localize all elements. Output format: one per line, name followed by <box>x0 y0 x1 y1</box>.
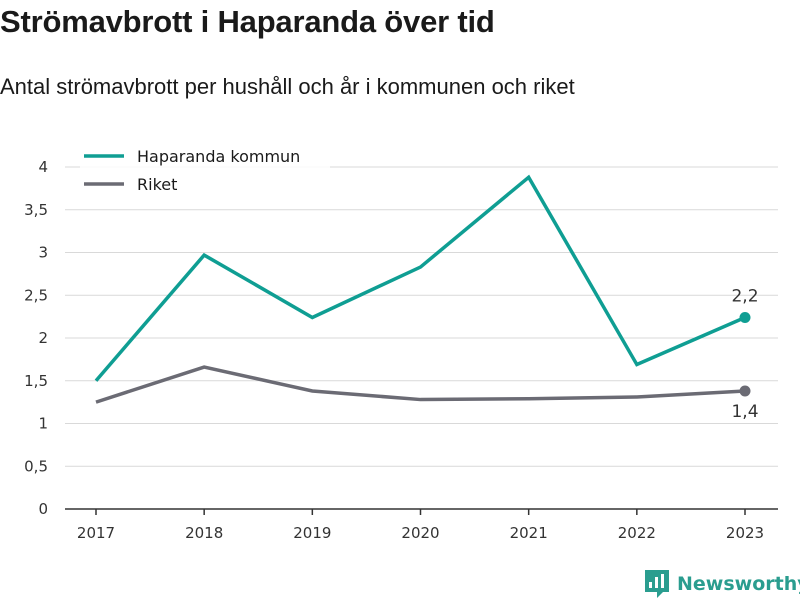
data-label: 2,2 <box>731 286 758 306</box>
y-tick-label: 2,5 <box>24 286 48 304</box>
y-tick-label: 3,5 <box>24 201 48 219</box>
grid-lines <box>65 166 778 467</box>
y-tick-label: 1,5 <box>24 372 48 390</box>
newsworthy-logo-icon <box>645 570 669 598</box>
y-tick-label: 0 <box>38 500 48 518</box>
end-point-riket <box>739 385 751 397</box>
data-labels: 2,2 1,4 <box>731 286 758 422</box>
brand-logo: Newsworthy <box>644 568 800 600</box>
legend-label: Haparanda kommun <box>137 147 300 166</box>
x-tick-label: 2023 <box>726 524 764 542</box>
y-tick-label: 3 <box>38 244 48 262</box>
series-line-riket <box>95 365 746 404</box>
series-lines <box>94 174 751 404</box>
x-tick-label: 2021 <box>510 524 548 542</box>
x-tick-label: 2022 <box>618 524 656 542</box>
y-tick-label: 2 <box>38 329 48 347</box>
y-axis-ticks: 0 0,5 1 1,5 2 2,5 3 3,5 4 <box>24 158 48 518</box>
y-tick-label: 4 <box>38 158 48 176</box>
chart-subtitle: Antal strömavbrott per hushåll och år i … <box>0 74 575 99</box>
legend-label: Riket <box>137 175 177 194</box>
series-line-haparanda <box>94 174 746 382</box>
chart-title: Strömavbrott i Haparanda över tid <box>0 4 495 39</box>
x-tick-label: 2019 <box>293 524 331 542</box>
x-tick-label: 2020 <box>401 524 439 542</box>
y-tick-label: 1 <box>38 415 48 433</box>
x-axis: 2017 2018 2019 2020 2021 2022 2023 <box>65 508 778 542</box>
data-label: 1,4 <box>731 402 758 422</box>
legend: Haparanda kommun Riket <box>80 141 330 196</box>
brand-name: Newsworthy <box>677 573 800 595</box>
end-point-haparanda <box>739 311 751 323</box>
x-tick-label: 2017 <box>77 524 115 542</box>
x-tick-label: 2018 <box>185 524 223 542</box>
y-tick-label: 0,5 <box>24 457 48 475</box>
